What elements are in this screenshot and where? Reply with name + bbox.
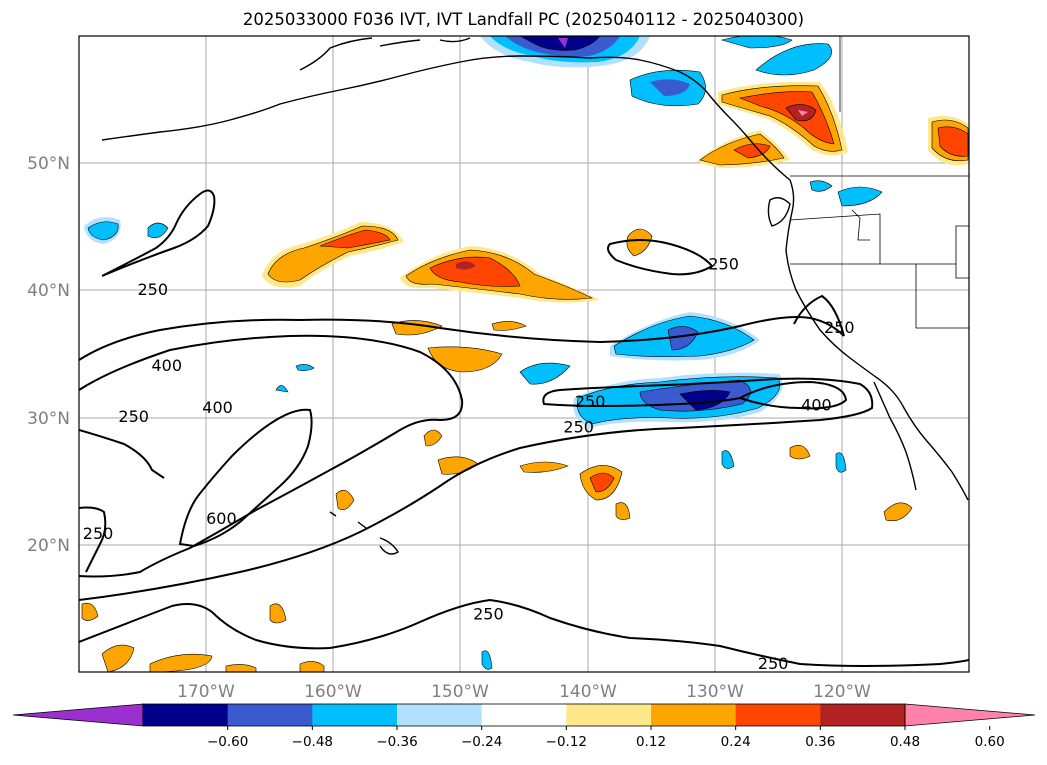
colorbar-arrow-left bbox=[12, 703, 144, 727]
negative-region-central-2 bbox=[519, 362, 571, 385]
lon-label-120w: 120°W bbox=[813, 682, 871, 702]
colorbar-segment-0 bbox=[143, 704, 229, 726]
map-title: 2025033000 F036 IVT, IVT Landfall PC (20… bbox=[242, 10, 805, 29]
colorbar-segment-5 bbox=[566, 704, 652, 726]
colorbar-arrow-right bbox=[904, 703, 1036, 727]
contour-label-6: 250 bbox=[575, 392, 606, 411]
hawaii-islands bbox=[329, 511, 399, 555]
map-content: 250 250 250 400 250 400 250 250 400 600 250 250 250 bbox=[79, 36, 969, 673]
colorbar-frame bbox=[142, 703, 906, 727]
contour-label-12: 250 bbox=[758, 654, 789, 673]
contour-label-8: 400 bbox=[801, 396, 832, 415]
lon-label-130w: 130°W bbox=[686, 682, 744, 702]
coastlines bbox=[101, 37, 969, 555]
colorbar-tick-label-7: 0.36 bbox=[805, 734, 835, 750]
contour-label-10: 250 bbox=[83, 524, 114, 543]
contour-400-east bbox=[739, 380, 848, 410]
contour-400-west bbox=[79, 334, 464, 578]
contour-label-7: 250 bbox=[563, 417, 594, 436]
lon-label-150w: 150°W bbox=[431, 682, 489, 702]
colorbar-tick-label-4: −0.12 bbox=[546, 734, 587, 750]
colorbar-ticks: −0.60 −0.48 −0.36 −0.24 −0.12 0.12 0.24 0.36 0.4… bbox=[207, 726, 1005, 750]
baja-california bbox=[873, 381, 917, 491]
contour-250-south bbox=[79, 598, 969, 667]
colorbar-segment-6 bbox=[651, 704, 737, 726]
contour-label-1: 250 bbox=[708, 254, 739, 273]
contour-label-9: 600 bbox=[206, 509, 237, 528]
lat-label-50n: 50°N bbox=[27, 154, 70, 174]
contour-label-3: 400 bbox=[151, 356, 182, 375]
contour-250-north bbox=[101, 189, 216, 277]
colorbar-tick-label-6: 0.24 bbox=[721, 734, 751, 750]
colorbar-segment-1 bbox=[227, 704, 313, 726]
gridlines bbox=[79, 36, 969, 672]
colorbar-segment-7 bbox=[735, 704, 821, 726]
ivt-contours bbox=[79, 189, 969, 667]
contour-label-2: 250 bbox=[824, 318, 855, 337]
contour-250-subtropical bbox=[79, 377, 874, 601]
ivt-pc-fills bbox=[81, 36, 969, 672]
alaska-inland bbox=[299, 37, 471, 71]
longitude-labels: 170°W 160°W 150°W 140°W 130°W 120°W bbox=[177, 682, 871, 702]
colorbar-tick-label-9: 0.60 bbox=[975, 734, 1005, 750]
colorbar-tick-label-3: −0.24 bbox=[461, 734, 502, 750]
lat-label-20n: 20°N bbox=[27, 536, 70, 556]
colorbar-segment-4 bbox=[481, 704, 567, 726]
colorbar-segment-3 bbox=[397, 704, 483, 726]
contour-label-5: 400 bbox=[202, 398, 233, 417]
vancouver-island bbox=[767, 197, 791, 227]
contour-600 bbox=[178, 408, 313, 548]
latitude-labels: 50°N 40°N 30°N 20°N bbox=[27, 154, 70, 556]
contour-250-north-east bbox=[607, 239, 714, 276]
lon-label-140w: 140°W bbox=[559, 682, 617, 702]
colorbar-segment-2 bbox=[312, 704, 398, 726]
contour-250-main bbox=[79, 294, 845, 361]
contour-labels: 250 250 250 400 250 400 250 250 400 600 250 250 250 bbox=[83, 254, 855, 673]
colorbar-tick-label-5: 0.12 bbox=[636, 734, 666, 750]
contour-label-4: 250 bbox=[118, 407, 149, 426]
colorbar-tick-label-1: −0.48 bbox=[292, 734, 333, 750]
colorbar-tick-label-2: −0.36 bbox=[376, 734, 417, 750]
alaska-coastline bbox=[101, 55, 791, 181]
colorbar-tick-label-8: 0.48 bbox=[890, 734, 920, 750]
contour-label-11: 250 bbox=[473, 604, 504, 623]
lat-label-40n: 40°N bbox=[27, 281, 70, 301]
north-america-west-coast bbox=[785, 179, 969, 501]
lon-label-170w: 170°W bbox=[177, 682, 235, 702]
colorbar-tick-label-0: −0.60 bbox=[207, 734, 248, 750]
colorbar-segment-8 bbox=[820, 704, 906, 726]
lon-label-160w: 160°W bbox=[304, 682, 362, 702]
map-frame bbox=[78, 35, 970, 673]
colorbar bbox=[12, 703, 1036, 727]
contour-label-0: 250 bbox=[137, 280, 168, 299]
contour-250-south-west bbox=[79, 429, 165, 479]
lat-label-30n: 30°N bbox=[27, 409, 70, 429]
borders bbox=[789, 36, 969, 329]
contour-250-far-west bbox=[79, 506, 107, 573]
